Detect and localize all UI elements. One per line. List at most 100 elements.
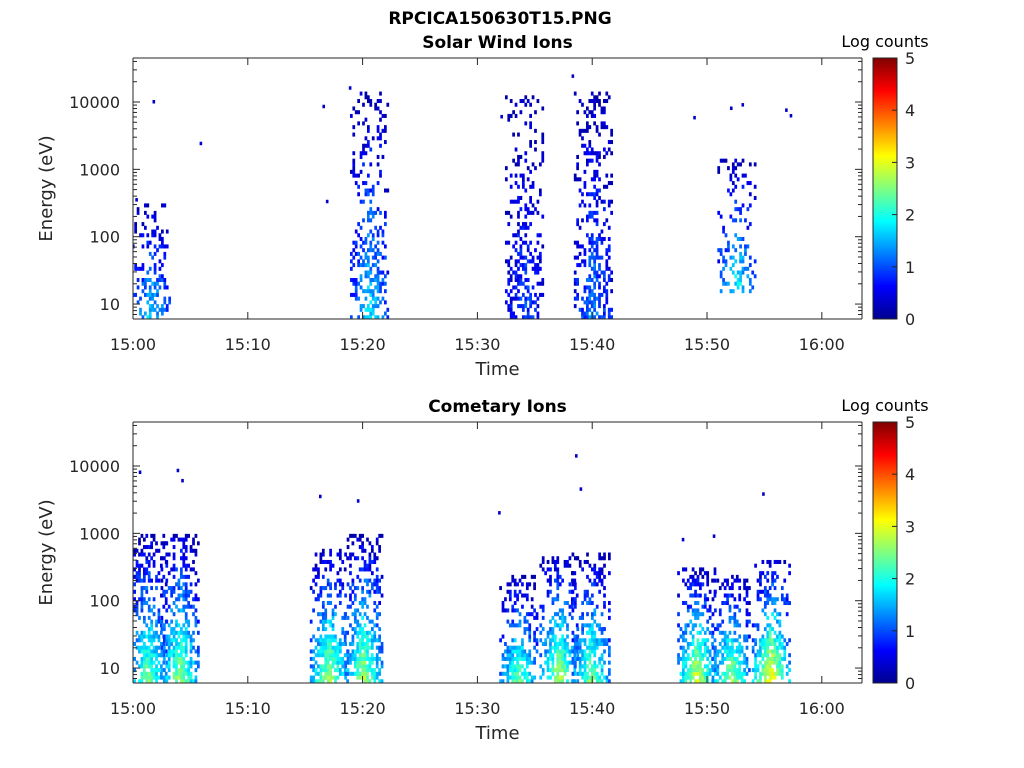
spectrogram-cell	[317, 571, 320, 576]
spectrogram-cell	[514, 274, 518, 279]
spectrogram-cell	[541, 151, 545, 156]
spectrogram-cell	[368, 660, 372, 665]
spectrogram-cell	[578, 671, 582, 676]
spectrogram-cell	[778, 671, 782, 676]
spectrogram-cell	[711, 656, 715, 661]
spectrogram-cell	[146, 214, 150, 219]
spectrogram-cell	[369, 289, 373, 294]
spectrogram-cell	[726, 653, 729, 658]
spectrogram-cell	[364, 240, 368, 245]
colorbar-label: Log counts	[841, 32, 928, 51]
spectrogram-cell	[763, 660, 767, 665]
spectrogram-cell	[145, 545, 149, 550]
spectrogram-cell	[588, 151, 592, 156]
spectrogram-cell	[376, 266, 380, 271]
spectrogram-cell	[521, 304, 525, 309]
spectrogram-cell	[506, 645, 510, 650]
spectrogram-cell	[585, 128, 589, 133]
spectrogram-cell	[677, 571, 680, 576]
spectrogram-cell	[524, 158, 528, 163]
spectrogram-cell	[513, 608, 517, 613]
spectrogram-cell	[519, 296, 523, 301]
spectrogram-cell	[588, 638, 592, 643]
spectrogram-cell	[701, 574, 705, 579]
spectrogram-cell	[763, 653, 767, 658]
spectrogram-cell	[731, 668, 734, 673]
spectrogram-cell	[745, 586, 749, 591]
spectrogram-cell	[740, 675, 744, 680]
spectrogram-cell	[128, 664, 131, 668]
spectrogram-cell	[549, 574, 552, 579]
spectrogram-cell	[519, 225, 523, 230]
spectrogram-cell	[156, 289, 159, 294]
spectrogram-cell	[682, 653, 685, 658]
spectrogram-cell	[317, 612, 320, 617]
spectrogram-cell	[192, 567, 195, 572]
spectrogram-cell	[590, 214, 594, 219]
spectrogram-cell	[366, 653, 369, 658]
spectrogram-cell	[595, 574, 599, 579]
spectrogram-cell	[608, 653, 611, 658]
spectrogram-cell	[773, 671, 777, 676]
spectrogram-cell	[358, 533, 362, 538]
spectrogram-cell	[369, 99, 373, 104]
spectrogram-cell	[699, 630, 702, 635]
spectrogram-cell	[703, 671, 707, 676]
spectrogram-cell	[526, 225, 530, 230]
spectrogram-cell	[571, 582, 575, 587]
spectrogram-cell	[718, 623, 722, 628]
spectrogram-cell	[558, 679, 562, 683]
spectrogram-cell	[504, 664, 507, 669]
spectrogram-cell	[373, 679, 377, 683]
spectrogram-cell	[526, 285, 530, 290]
spectrogram-cell	[373, 623, 377, 628]
spectrogram-cell	[586, 552, 589, 557]
spectrogram-cell	[731, 574, 734, 579]
scatter-point	[152, 100, 156, 104]
spectrogram-cell	[509, 99, 513, 104]
spectrogram-cell	[785, 664, 789, 669]
spectrogram-cell	[593, 266, 597, 271]
spectrogram-cell	[763, 675, 767, 680]
spectrogram-cell	[326, 634, 330, 639]
spectrogram-cell	[161, 274, 164, 279]
spectrogram-cell	[128, 635, 131, 639]
spectrogram-cell	[726, 649, 729, 654]
spectrogram-cell	[553, 649, 557, 654]
spectrogram-cell	[766, 559, 770, 564]
spectrogram-cell	[544, 649, 547, 654]
spectrogram-cell	[184, 574, 188, 579]
spectrogram-cell	[728, 608, 732, 613]
x-tick-label: 15:10	[225, 335, 271, 354]
spectrogram-cell	[703, 679, 707, 683]
scatter-point	[785, 108, 788, 112]
spectrogram-cell	[153, 210, 157, 215]
spectrogram-cell	[590, 277, 594, 283]
spectrogram-cell	[773, 559, 777, 564]
spectrogram-cell	[167, 623, 171, 628]
spectrogram-cell	[373, 668, 377, 673]
spectrogram-cell	[514, 296, 518, 301]
spectrogram-cell	[610, 199, 614, 204]
spectrogram-cell	[152, 668, 156, 673]
spectrogram-cell	[598, 571, 602, 576]
spectrogram-cell	[153, 229, 157, 234]
spectrogram-cell	[595, 169, 599, 174]
spectrogram-cell	[165, 559, 169, 564]
spectrogram-cell	[785, 593, 789, 598]
spectrogram-cell	[521, 679, 524, 683]
spectrogram-cell	[361, 656, 364, 661]
spectrogram-cell	[535, 638, 539, 643]
spectrogram-cell	[160, 593, 164, 598]
spectrogram-cell	[573, 177, 577, 182]
spectrogram-cell	[744, 244, 747, 249]
spectrogram-cell	[701, 627, 705, 632]
spectrogram-cell	[521, 604, 524, 609]
spectrogram-cell	[175, 641, 178, 647]
spectrogram-cell	[511, 623, 515, 628]
spectrogram-cell	[187, 574, 191, 579]
spectrogram-cell	[524, 151, 528, 156]
spectrogram-cell	[595, 645, 599, 650]
spectrogram-cell	[585, 125, 589, 130]
spectrogram-cell	[142, 656, 146, 661]
